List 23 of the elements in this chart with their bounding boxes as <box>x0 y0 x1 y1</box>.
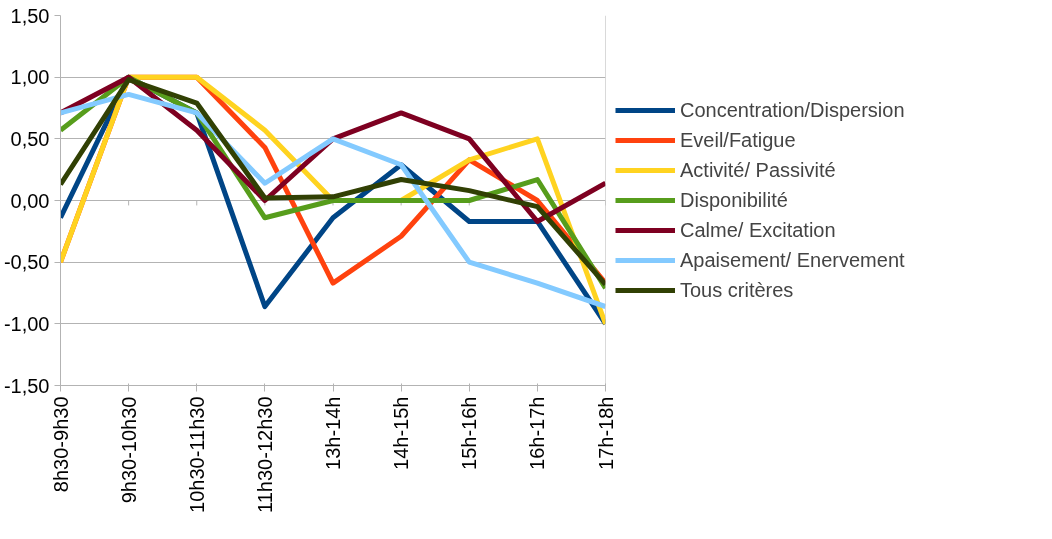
legend-label: Disponibilité <box>680 188 788 212</box>
y-tick-label: -1,00 <box>3 312 50 335</box>
x-tick-label: 10h30-11h30 <box>185 396 208 513</box>
x-tick-label: 14h-15h <box>390 396 413 470</box>
legend-label: Activité/ Passivité <box>680 158 836 182</box>
legend-label: Tous critères <box>680 278 794 302</box>
y-tick-label: 0,00 <box>10 189 50 212</box>
x-tick-label: 15h-16h <box>458 396 481 470</box>
x-tick-label: 8h30-9h30 <box>49 396 72 493</box>
x-tick-label: 13h-14h <box>322 396 344 470</box>
x-tick-label: 16h-17h <box>526 396 549 470</box>
x-tick-label: 11h30-12h30 <box>253 396 276 513</box>
x-tick-label: 17h-18h <box>594 396 617 470</box>
y-tick-label: -0,50 <box>3 251 50 274</box>
legend-label: Calme/ Excitation <box>680 218 836 242</box>
y-tick-label: 1,00 <box>10 66 50 89</box>
y-tick-label: 0,50 <box>10 127 50 150</box>
y-tick-label: -1,50 <box>3 374 50 397</box>
legend-label: Apaisement/ Enervement <box>680 248 905 272</box>
y-tick-label: 1,50 <box>10 4 50 27</box>
legend-label: Eveil/Fatigue <box>680 128 796 152</box>
x-tick-label: 9h30-10h30 <box>117 396 140 504</box>
legend-label: Concentration/Dispersion <box>680 98 905 122</box>
